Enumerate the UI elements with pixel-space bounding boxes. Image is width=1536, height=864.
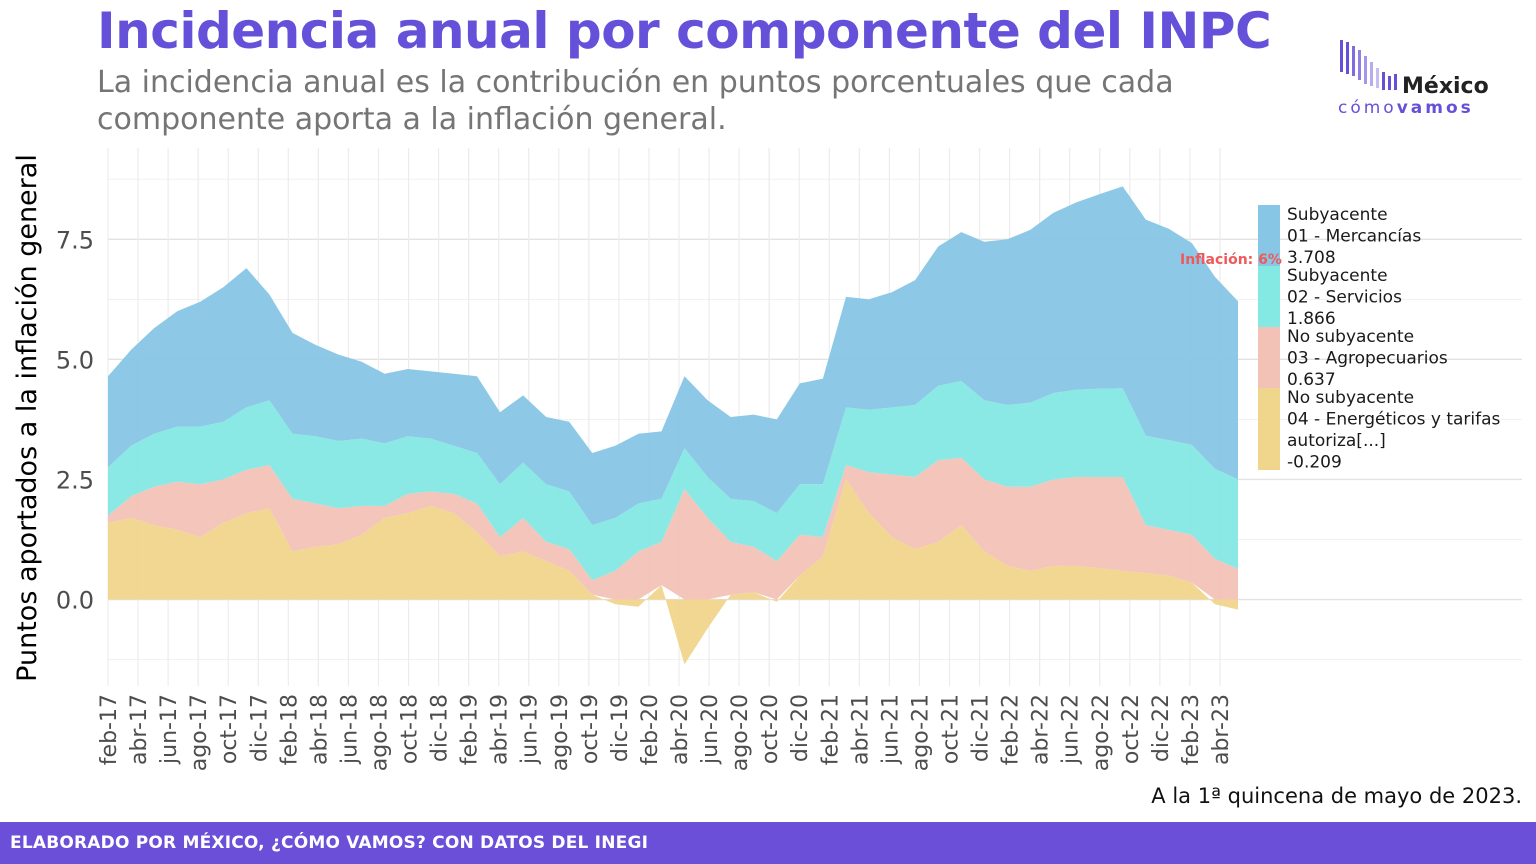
x-tick-label: dic-19 [608,694,633,762]
legend-entry-text: 1.866 [1287,309,1336,329]
y-axis: 0.0 2.5 5.0 7.5 [56,226,94,614]
x-tick-label: jun-19 [518,694,543,765]
inflation-annotation: Inflación: 6% [1180,252,1282,268]
x-tick-label: abr-21 [848,694,873,765]
legend-entry-text: 03 - Agropecuarios [1287,349,1448,369]
x-tick-label: oct-17 [217,694,242,764]
chart-subtitle: La incidencia anual es la contribución e… [97,65,1174,137]
x-tick-label: jun-17 [157,694,182,765]
x-tick-label: abr-17 [127,694,152,765]
x-tick-label: abr-23 [1209,694,1234,765]
legend-entry-text: Subyacente [1287,266,1388,286]
legend-entry-text: 01 - Mercancías [1287,227,1421,247]
legend-entry-text: No subyacente [1287,327,1414,347]
logo-word: México [1402,74,1489,99]
x-tick-label: ago-20 [728,694,753,771]
legend-entry-text: 02 - Servicios [1287,288,1402,308]
y-tick-label: 2.5 [56,466,94,494]
logo-bars-icon [1340,40,1397,90]
x-tick-label: feb-18 [277,694,302,765]
legend-swatch [1258,327,1280,388]
legend-entry-text: 3.708 [1287,248,1336,268]
x-tick-label: feb-21 [818,694,843,765]
x-tick-label: oct-19 [578,694,603,764]
legend-entry-text: -0.209 [1287,453,1342,473]
x-tick-label: abr-20 [668,694,693,765]
x-tick-label: dic-17 [247,694,272,762]
x-tick-label: oct-21 [939,694,964,764]
x-tick-label: dic-18 [428,694,453,762]
y-tick-label: 5.0 [56,346,94,374]
y-tick-label: 0.0 [56,587,94,615]
x-axis: feb-17 abr-17 jun-17 ago-17 oct-17 dic-17 feb-… [97,694,1234,771]
x-tick-label: oct-22 [1119,694,1144,764]
x-tick-label: abr-19 [488,694,513,765]
legend-swatch [1258,266,1280,327]
mexico-como-vamos-logo: México cómovamos [1336,38,1506,122]
x-tick-label: oct-18 [398,694,423,764]
x-tick-label: ago-18 [368,694,393,771]
x-tick-label: dic-22 [1149,694,1174,762]
legend-entry-text: No subyacente [1287,388,1414,408]
chart-title: Incidencia anual por componente del INPC [97,2,1272,60]
x-tick-label: jun-21 [878,694,903,765]
chart-areas [108,186,1238,665]
area-series-4 [108,186,1238,526]
legend-swatch [1258,205,1280,266]
x-tick-label: feb-22 [999,694,1024,765]
footer-credit: ELABORADO POR MÉXICO, ¿CÓMO VAMOS? CON D… [10,833,649,853]
footer-bar: ELABORADO POR MÉXICO, ¿CÓMO VAMOS? CON D… [0,822,1536,864]
area-series-2 [108,457,1238,600]
x-tick-label: feb-19 [458,694,483,765]
x-tick-label: feb-17 [97,694,122,765]
legend-entry-text: 04 - Energéticos y tarifas [1287,410,1501,430]
x-tick-label: ago-21 [908,694,933,771]
x-tick-label: ago-19 [548,694,573,771]
legend-entry-text: autoriza[...] [1287,431,1386,451]
logo-subtitle: cómovamos [1338,98,1474,118]
legend-entry-text: Subyacente [1287,205,1388,225]
area-series-1 [108,479,1238,665]
legend-swatch [1258,388,1280,470]
x-tick-label: abr-22 [1029,694,1054,765]
y-axis-label: Puntos aportados a la inflación general [12,154,43,682]
legend-entry-text: 0.637 [1287,370,1336,390]
x-tick-label: ago-22 [1089,694,1114,771]
area-series-3 [108,381,1238,581]
date-note: A la 1ª quincena de mayo de 2023. [1151,784,1522,808]
x-tick-label: dic-20 [788,694,813,762]
x-tick-label: feb-23 [1179,694,1204,765]
x-tick-label: abr-18 [307,694,332,765]
x-tick-label: oct-20 [758,694,783,764]
x-tick-label: ago-17 [187,694,212,771]
x-tick-label: jun-18 [337,694,362,765]
x-tick-label: dic-21 [969,694,994,762]
x-tick-label: jun-20 [698,694,723,765]
x-tick-label: jun-22 [1059,694,1084,765]
x-tick-label: feb-20 [638,694,663,765]
y-tick-label: 7.5 [56,226,94,254]
